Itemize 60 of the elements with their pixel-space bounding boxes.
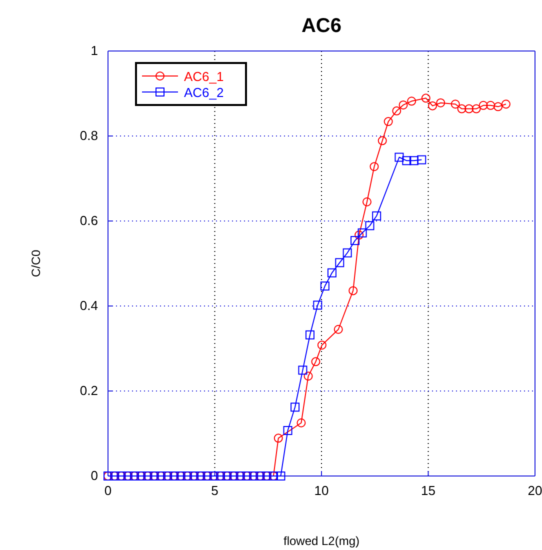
point bbox=[494, 102, 503, 112]
point bbox=[283, 426, 292, 436]
point bbox=[365, 221, 374, 230]
point bbox=[311, 357, 320, 366]
point bbox=[394, 152, 404, 162]
point bbox=[464, 104, 474, 114]
y-tick-label: 0.6 bbox=[80, 213, 98, 228]
point bbox=[370, 162, 379, 172]
point bbox=[276, 472, 286, 480]
point bbox=[296, 418, 306, 428]
point bbox=[362, 197, 372, 206]
y-tick-label: 1 bbox=[90, 43, 98, 58]
point bbox=[472, 104, 481, 114]
y-tick-label: 0.2 bbox=[80, 383, 98, 398]
x-tick-label: 10 bbox=[314, 483, 329, 498]
x-tick-label: 5 bbox=[211, 483, 218, 498]
legend-label: AC6_2 bbox=[184, 85, 224, 100]
point bbox=[313, 300, 322, 310]
point bbox=[372, 211, 382, 220]
point bbox=[274, 434, 283, 443]
point bbox=[342, 248, 352, 258]
point bbox=[378, 136, 387, 146]
point bbox=[478, 100, 488, 110]
point bbox=[486, 100, 496, 110]
point bbox=[298, 366, 308, 375]
x-tick-label: 20 bbox=[528, 483, 542, 498]
point bbox=[436, 98, 446, 108]
point bbox=[384, 117, 393, 126]
point bbox=[392, 106, 402, 116]
point bbox=[290, 402, 300, 412]
point bbox=[348, 286, 358, 296]
point bbox=[305, 330, 314, 340]
x-tick-label: 15 bbox=[421, 483, 436, 498]
legend-label: AC6_1 bbox=[184, 69, 224, 84]
x-tick-label: 0 bbox=[104, 483, 112, 498]
point bbox=[335, 258, 344, 268]
point bbox=[354, 230, 364, 240]
y-tick-label: 0.8 bbox=[80, 128, 98, 144]
point bbox=[421, 94, 430, 103]
point bbox=[320, 282, 330, 291]
point bbox=[327, 268, 336, 278]
point bbox=[350, 236, 360, 246]
point bbox=[409, 156, 418, 166]
y-tick-label: 0 bbox=[90, 468, 98, 484]
point bbox=[450, 100, 460, 109]
y-axis-title: C/C0 bbox=[29, 250, 43, 278]
chart-title: AC6 bbox=[301, 15, 342, 37]
x-axis-title: flowed L2(mg) bbox=[283, 534, 360, 548]
point bbox=[407, 96, 416, 106]
point bbox=[457, 104, 466, 114]
point bbox=[317, 340, 326, 350]
point bbox=[304, 372, 313, 381]
point bbox=[358, 228, 367, 238]
point bbox=[398, 100, 408, 110]
point bbox=[501, 100, 510, 109]
point bbox=[417, 155, 426, 164]
point bbox=[428, 101, 438, 110]
point bbox=[334, 324, 343, 334]
y-tick-label: 0.4 bbox=[80, 298, 98, 314]
point bbox=[402, 156, 412, 166]
